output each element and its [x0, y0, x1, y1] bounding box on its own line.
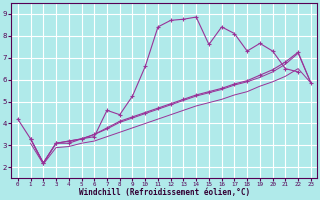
X-axis label: Windchill (Refroidissement éolien,°C): Windchill (Refroidissement éolien,°C): [79, 188, 250, 197]
